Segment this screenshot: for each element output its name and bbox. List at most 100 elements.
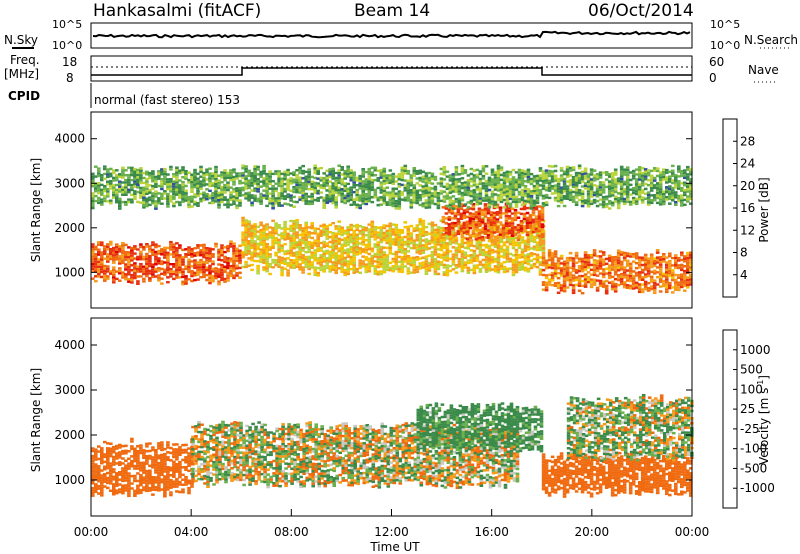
heat-cell [328, 195, 332, 198]
heat-cell [235, 199, 239, 202]
heat-cell [199, 192, 203, 196]
heat-cell [223, 250, 227, 254]
heat-cell [421, 256, 426, 259]
heat-cell [301, 172, 305, 175]
heat-cell [409, 206, 414, 209]
heat-cell [244, 165, 248, 168]
heat-cell [229, 267, 233, 270]
heat-cell [535, 265, 540, 269]
heat-cell [151, 197, 155, 200]
heat-cell [205, 249, 209, 252]
heat-cell [343, 237, 347, 240]
heat-cell [265, 233, 269, 236]
heat-cell [502, 171, 507, 175]
heat-cell [220, 276, 224, 279]
heat-cell [349, 171, 353, 175]
heat-cell [501, 212, 506, 215]
heat-cell [106, 183, 110, 186]
heat-cell [307, 258, 311, 261]
heat-cell [492, 216, 497, 220]
heat-cell [397, 200, 402, 203]
heat-cell [442, 170, 447, 174]
heat-cell [415, 246, 420, 249]
heat-cell [436, 248, 441, 251]
heat-cell [406, 269, 411, 273]
heat-cell [496, 271, 501, 274]
heat-cell [148, 203, 152, 207]
heat-cell [178, 191, 182, 194]
heat-cell [325, 196, 329, 199]
heat-cell [229, 272, 233, 275]
heat-cell [385, 263, 390, 267]
heat-cell [686, 276, 690, 279]
heat-cell [637, 273, 642, 276]
heat-cell [130, 178, 134, 182]
heat-cell [451, 241, 456, 244]
heat-cell [163, 170, 167, 173]
heat-cell [643, 275, 648, 279]
heat-cell [535, 189, 540, 192]
heat-cell [364, 263, 369, 266]
heat-cell [484, 263, 489, 266]
heat-cell [442, 197, 447, 201]
heat-cell [250, 268, 254, 272]
heat-cell [586, 202, 591, 205]
heat-cell [265, 223, 269, 226]
heat-cell [520, 179, 525, 182]
heat-cell [286, 235, 290, 238]
heat-cell [502, 253, 507, 256]
heat-cell [499, 250, 504, 253]
heat-cell [310, 222, 314, 225]
heat-cell [277, 258, 281, 261]
heat-cell [130, 193, 134, 197]
heat-cell [483, 208, 488, 211]
heat-cell [340, 180, 344, 184]
heat-cell [373, 235, 378, 239]
heat-cell [118, 185, 122, 188]
heat-cell [601, 186, 606, 189]
heat-cell [262, 227, 266, 230]
heat-cell [586, 178, 591, 181]
heat-cell [274, 202, 278, 205]
heat-cell [253, 197, 257, 200]
heat-cell [556, 195, 561, 198]
heat-cell [484, 255, 489, 259]
heat-cell [523, 242, 528, 245]
heat-cell [286, 203, 290, 206]
heat-cell [457, 185, 462, 188]
heat-cell [283, 187, 287, 191]
heat-cell [277, 182, 281, 185]
heat-cell [418, 247, 423, 250]
heat-cell [463, 191, 468, 194]
heat-cell [529, 197, 534, 200]
heat-cell [504, 214, 509, 218]
heat-cell [259, 238, 263, 242]
heat-cell [487, 254, 492, 258]
heat-cell [538, 174, 543, 177]
heat-cell [607, 173, 612, 176]
heat-cell [415, 258, 420, 261]
heat-cell [337, 232, 341, 236]
heat-cell [388, 224, 393, 228]
heat-cell [483, 222, 488, 226]
heat-cell [106, 243, 110, 246]
heat-cell [493, 171, 498, 174]
heat-cell [493, 245, 498, 248]
heat-cell [514, 270, 519, 274]
heat-cell [121, 191, 125, 194]
heat-cell [445, 266, 450, 270]
heat-cell [208, 267, 212, 270]
heat-cell [439, 241, 444, 244]
heat-cell [433, 250, 438, 254]
heat-cell [232, 195, 236, 198]
heat-cell [196, 172, 200, 176]
heat-cell [274, 222, 278, 225]
heat-cell [540, 228, 545, 231]
heat-cell [331, 170, 335, 173]
heat-cell [568, 256, 573, 260]
heat-cell [154, 185, 158, 188]
heat-cell [631, 201, 636, 205]
heat-cell [553, 169, 558, 173]
heat-cell [211, 260, 215, 263]
heat-cell [496, 256, 501, 259]
